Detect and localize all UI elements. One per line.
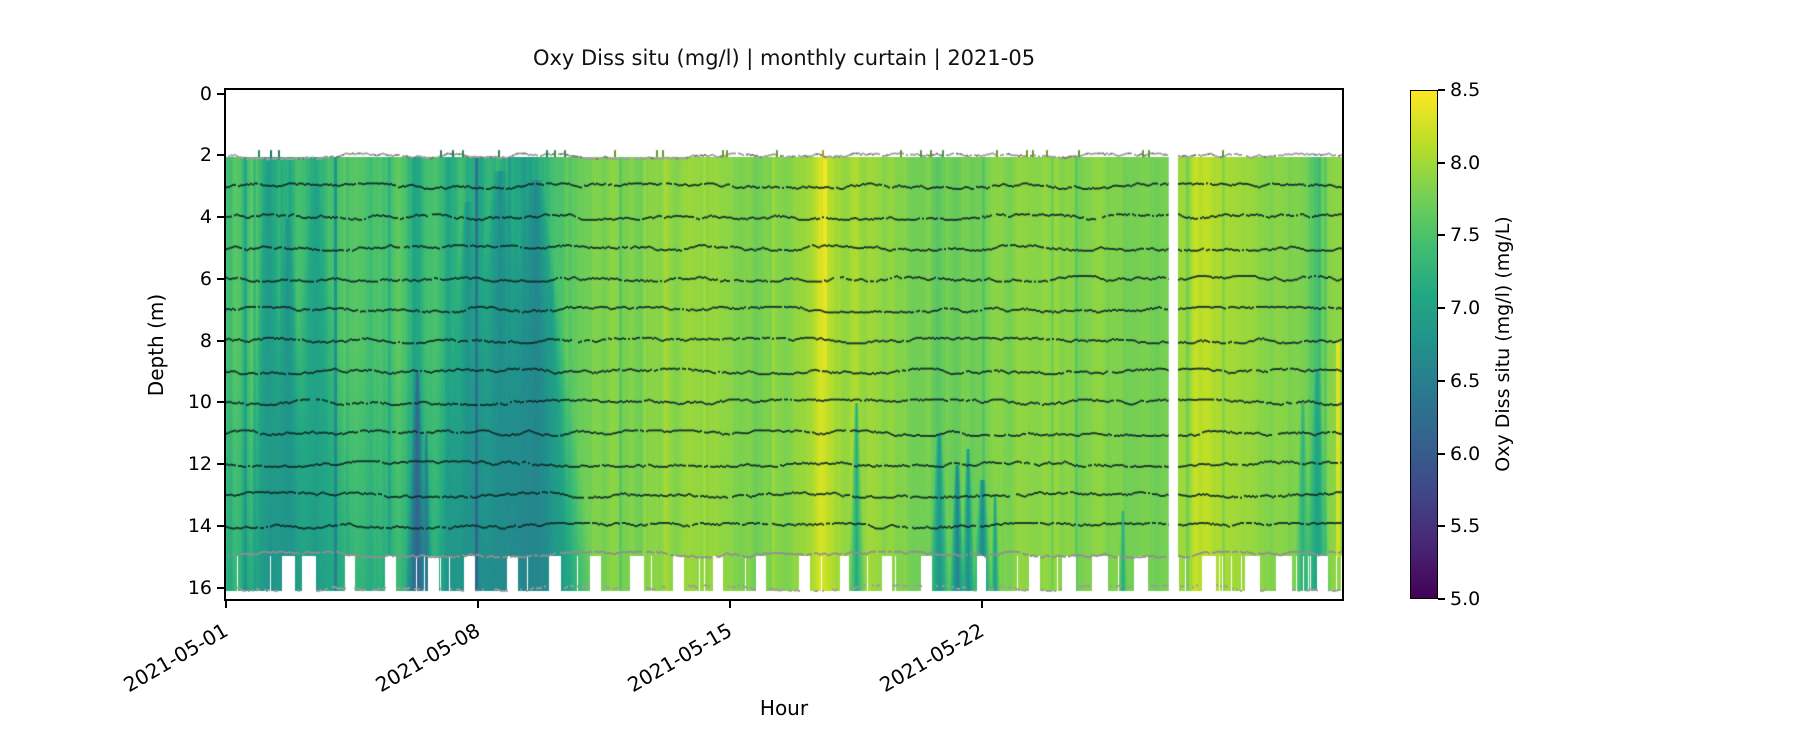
y-tick-mark — [217, 277, 225, 280]
colorbar-tick-mark — [1438, 525, 1445, 528]
y-tick-mark — [217, 92, 225, 95]
colorbar-tick-mark — [1438, 234, 1445, 237]
colorbar-tick-mark — [1438, 598, 1445, 600]
colorbar-tick-label: 6.5 — [1450, 369, 1481, 392]
colorbar-tick-label: 8.0 — [1450, 151, 1481, 174]
colorbar-tick-mark — [1438, 452, 1445, 455]
y-tick-label: 6 — [199, 267, 212, 290]
colorbar-tick-label: 5.0 — [1450, 588, 1481, 610]
heatmap-canvas — [226, 90, 1342, 599]
y-tick-mark — [217, 154, 225, 157]
y-tick-label: 10 — [187, 391, 212, 414]
y-tick-mark — [217, 586, 225, 589]
y-tick-mark — [217, 339, 225, 342]
y-axis-label: Depth (m) — [144, 293, 168, 397]
y-tick-label: 0 — [199, 82, 212, 105]
x-tick-label: 2021-05-01 — [119, 618, 232, 697]
colorbar-tick-label: 6.0 — [1450, 442, 1481, 465]
y-tick-mark — [217, 216, 225, 218]
x-tick-mark — [477, 600, 479, 608]
y-tick-mark — [217, 401, 225, 404]
colorbar-tick-mark — [1438, 307, 1445, 310]
y-tick-label: 4 — [199, 206, 212, 228]
colorbar-tick-mark — [1438, 89, 1445, 91]
y-tick-label: 8 — [199, 329, 212, 352]
colorbar-tick-mark — [1438, 161, 1445, 164]
chart-title: Oxy Diss situ (mg/l) | monthly curtain |… — [532, 46, 1036, 70]
colorbar-tick-mark — [1438, 379, 1445, 382]
x-tick-mark — [981, 600, 983, 608]
colorbar-gradient — [1410, 90, 1438, 599]
y-tick-label: 14 — [187, 514, 212, 537]
colorbar-tick-label: 5.5 — [1450, 515, 1481, 538]
colorbar-tick-label: 7.0 — [1450, 297, 1481, 320]
y-tick-label: 16 — [187, 576, 212, 599]
y-tick-mark — [217, 524, 225, 527]
x-tick-mark — [225, 600, 227, 608]
x-axis-label: Hour — [759, 696, 809, 720]
colorbar-tick-label: 7.5 — [1450, 224, 1481, 247]
x-tick-mark — [729, 600, 731, 608]
colorbar-tick-label: 8.5 — [1450, 79, 1481, 101]
y-tick-label: 2 — [199, 144, 212, 167]
colorbar-label: Oxy Diss situ (mg/l) (mg/L) — [1492, 216, 1514, 472]
y-tick-mark — [217, 463, 225, 465]
y-tick-label: 12 — [187, 453, 212, 475]
